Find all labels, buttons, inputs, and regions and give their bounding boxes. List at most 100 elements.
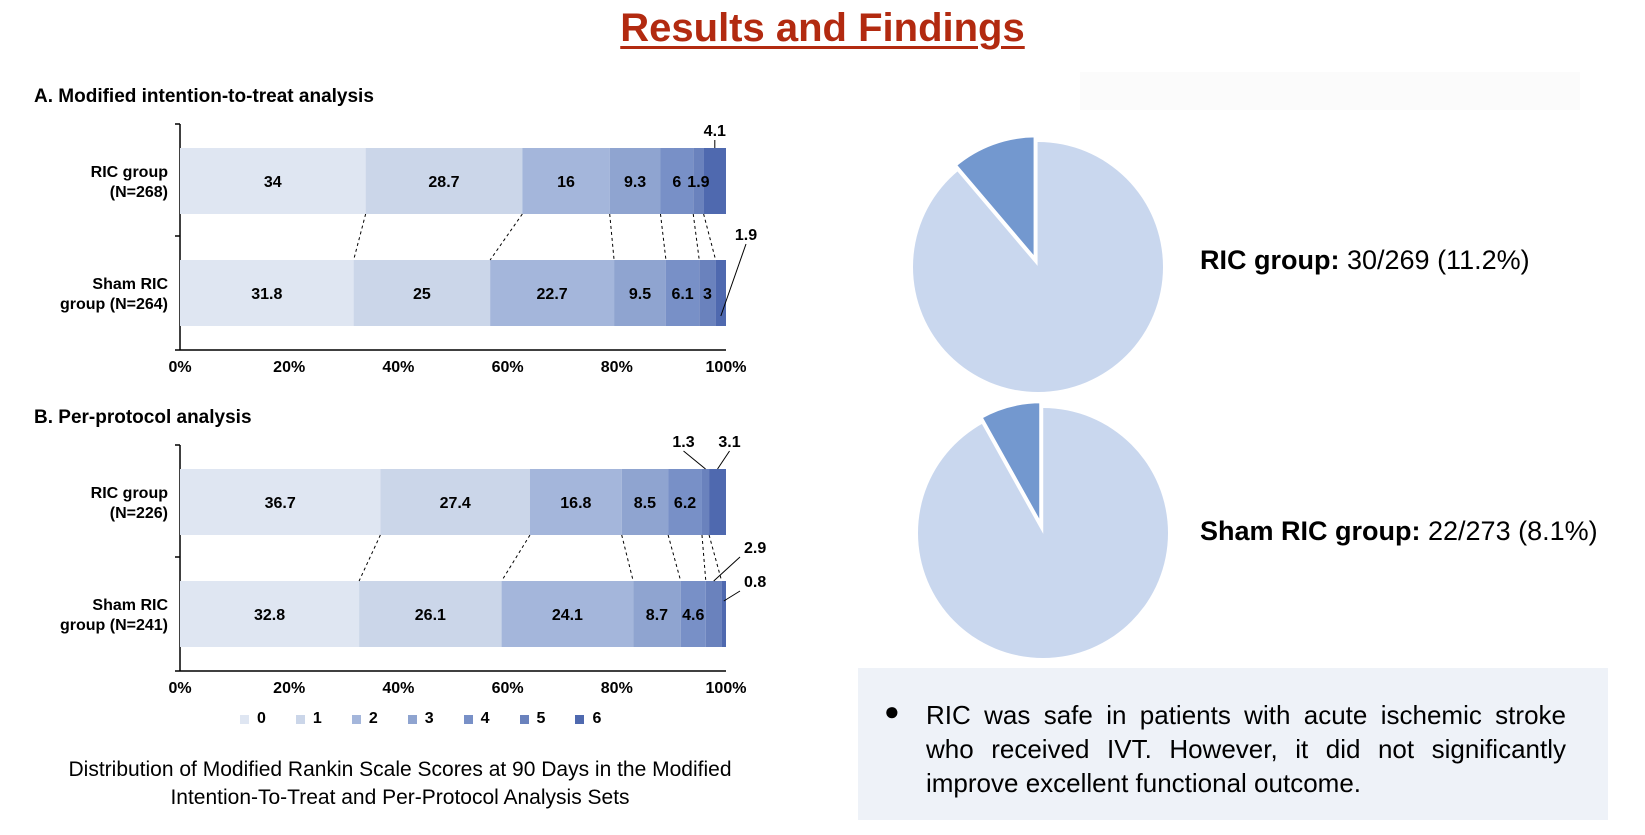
bar-segment [703, 148, 726, 214]
bar-segment [180, 148, 366, 214]
bar-segment [621, 469, 669, 535]
leader-line [723, 590, 741, 602]
x-tick-label: 60% [492, 680, 524, 697]
bar-segment [680, 581, 706, 647]
legend-label: 1 [312, 710, 322, 727]
pie-label-ric-value: 30/269 (11.2%) [1339, 245, 1530, 275]
x-tick-label: 0% [168, 680, 191, 697]
pie-label-sham-bold: Sham RIC group: [1200, 516, 1421, 546]
page-title: Results and Findings [620, 6, 1025, 50]
panel-b-title: B. Per-protocol analysis [34, 407, 252, 428]
legend-swatch [351, 714, 361, 724]
data-label: 25 [413, 286, 431, 303]
x-tick-label: 40% [382, 680, 414, 697]
row-label: Sham RIC [92, 276, 168, 293]
data-label: 16.8 [560, 495, 591, 512]
bar-segment [609, 148, 661, 214]
row-label: (N=268) [110, 184, 168, 201]
legend-label: 5 [536, 710, 546, 727]
data-label: 2.9 [744, 540, 766, 557]
data-label: 6 [672, 174, 681, 191]
data-label: 36.7 [265, 495, 296, 512]
x-tick-label: 40% [382, 359, 414, 376]
connector-line [659, 213, 667, 261]
connector-line [692, 213, 700, 261]
pie-label-ric: RIC group: 30/269 (11.2%) [1200, 245, 1530, 276]
bar-segment [701, 469, 710, 535]
pie-label-sham-value: 22/273 (8.1%) [1420, 516, 1598, 546]
bar-segment [614, 260, 666, 326]
x-tick-label: 20% [273, 680, 305, 697]
x-tick-label: 100% [706, 680, 747, 697]
chart-a-mitt: 0% 20% 40% 60% 80% 100% RIC group (N=268) 34 28.7… [60, 123, 757, 376]
x-tick-label: 80% [601, 359, 633, 376]
legend-item-1: 1 [295, 710, 322, 728]
bar-segment [359, 581, 502, 647]
data-label: 32.8 [254, 607, 285, 624]
chart-caption: Distribution of Modified Rankin Scale Sc… [68, 758, 732, 809]
blank-area [1080, 72, 1580, 110]
legend-swatch [240, 714, 249, 724]
bar-segment [180, 581, 360, 647]
row-label: group (N=264) [60, 296, 168, 313]
connector-line [501, 534, 531, 582]
x-tick-label: 60% [492, 359, 524, 376]
legend-item-3: 3 [407, 710, 434, 728]
legend-swatch [463, 714, 473, 724]
data-label: 8.5 [634, 495, 656, 512]
bar-segment [705, 581, 722, 647]
connector-line [703, 213, 717, 261]
chart-b-per-protocol: 0% 20% 40% 60% 80% 100% RIC group (N=226) 36.7 27… [60, 434, 766, 697]
leader-line [720, 243, 747, 317]
legend-item-4: 4 [463, 710, 490, 728]
bar-segment [693, 148, 704, 214]
legend-label: 0 [257, 710, 266, 727]
bar-segment [180, 469, 381, 535]
bar-segment [522, 148, 610, 214]
data-label: 27.4 [440, 495, 471, 512]
data-label: 1.9 [735, 227, 757, 244]
data-label: 31.8 [251, 286, 282, 303]
legend-label: 3 [424, 710, 434, 727]
panel-a-title: A. Modified intention-to-treat analysis [34, 86, 374, 107]
pie-label-sham: Sham RIC group: 22/273 (8.1%) [1200, 516, 1598, 547]
connector-line [489, 213, 523, 261]
bar-segment [529, 469, 622, 535]
connector-line [701, 534, 707, 582]
bar-segment [633, 581, 681, 647]
pie-label-ric-bold: RIC group: [1200, 245, 1340, 275]
bar-segment [353, 260, 491, 326]
data-label: 28.7 [428, 174, 459, 191]
row-label: (N=226) [110, 505, 168, 522]
bar-segment [490, 260, 615, 326]
legend-item-0: 0 [240, 710, 266, 728]
bar-segment [180, 260, 354, 326]
chart-legend: 0 1 2 3 4 5 6 [240, 710, 601, 728]
bar-segment [709, 469, 726, 535]
data-label: 9.3 [624, 174, 646, 191]
row-label: RIC group [91, 164, 169, 181]
data-label: 9.5 [629, 286, 651, 303]
connector-line [353, 213, 367, 261]
data-label: 3.1 [718, 434, 740, 451]
x-tick-label: 0% [168, 359, 191, 376]
bar-segment [721, 581, 726, 647]
bar-segment [365, 148, 523, 214]
bar-segment [715, 260, 726, 326]
legend-item-6: 6 [575, 710, 601, 728]
data-label: 1.9 [687, 174, 709, 191]
data-label: 22.7 [537, 286, 568, 303]
data-label: 6.1 [671, 286, 693, 303]
legend-label: 2 [368, 710, 378, 727]
findings-text: RIC was safe in patients with acute isch… [926, 700, 1566, 798]
x-tick-label: 20% [273, 359, 305, 376]
x-tick-label: 100% [706, 359, 747, 376]
data-label: 4.1 [704, 123, 726, 140]
data-label: 8.7 [646, 607, 668, 624]
legend-label: 6 [592, 710, 602, 727]
legend-swatch [407, 714, 417, 724]
row-label: group (N=241) [60, 617, 168, 634]
connector-line [609, 213, 615, 261]
data-label: 16 [557, 174, 575, 191]
data-label: 3 [703, 286, 712, 303]
